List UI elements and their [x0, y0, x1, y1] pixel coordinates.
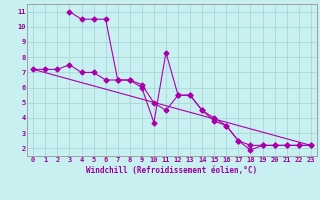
X-axis label: Windchill (Refroidissement éolien,°C): Windchill (Refroidissement éolien,°C) [86, 166, 258, 175]
